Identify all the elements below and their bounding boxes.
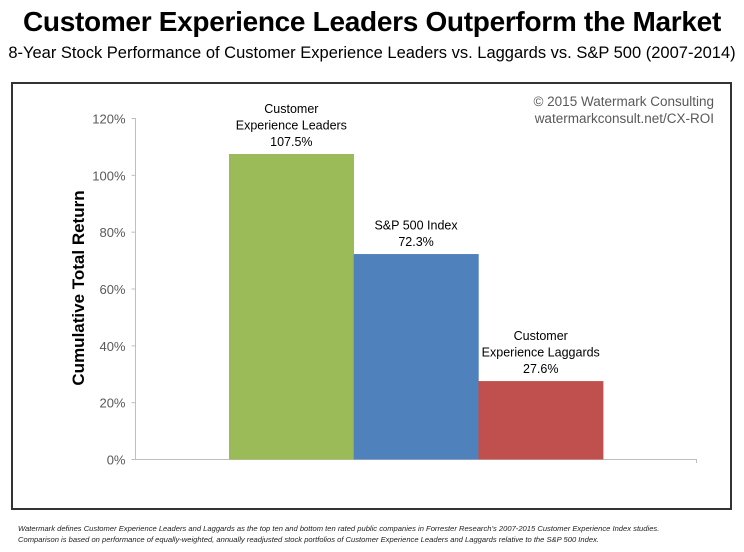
data-labels: Customer Experience Leaders 107.5% S&P 500 …: [236, 102, 600, 376]
chart-subtitle: 8-Year Stock Performance of Customer Exp…: [8, 44, 736, 62]
y-tick-label: 80%: [99, 225, 125, 240]
data-label: Customer: [264, 102, 318, 116]
bar-customer-experience-laggards: [478, 381, 604, 460]
y-axis-label: Cumulative Total Return: [69, 190, 88, 385]
data-label: S&P 500 Index: [374, 219, 458, 233]
y-ticks: 0% 20% 40% 60% 80% 100% 120%: [92, 112, 136, 468]
y-tick-label: 100%: [92, 168, 126, 183]
y-tick-label: 120%: [92, 112, 126, 127]
credit-url: watermarkconsult.net/CX-ROI: [534, 111, 714, 126]
y-tick-label: 40%: [99, 339, 125, 354]
footnote-line-1: Watermark defines Customer Experience Le…: [18, 524, 660, 533]
copyright-text: © 2015 Watermark Consulting: [533, 94, 714, 109]
y-tick-label: 60%: [99, 282, 125, 297]
footnote: Watermark defines Customer Experience Le…: [18, 523, 738, 545]
y-tick-label: 0%: [107, 453, 126, 468]
bar-customer-experience-leaders: [229, 154, 354, 460]
y-tick-label: 20%: [99, 396, 125, 411]
data-label: 27.6%: [523, 362, 558, 376]
chart-frame: [11, 82, 732, 510]
bars: [229, 154, 604, 460]
chart-title: Customer Experience Leaders Outperform t…: [23, 6, 721, 37]
data-label: Customer: [514, 329, 568, 343]
data-label: Experience Laggards: [482, 346, 600, 360]
data-label: 72.3%: [398, 235, 433, 249]
data-label: 107.5%: [270, 135, 312, 149]
data-label: Experience Leaders: [236, 119, 347, 133]
bar-s-p-500-index: [353, 254, 479, 460]
credit-block: © 2015 Watermark Consulting watermarkcon…: [533, 93, 714, 127]
footnote-line-2: Comparison is based on performance of eq…: [18, 535, 599, 544]
